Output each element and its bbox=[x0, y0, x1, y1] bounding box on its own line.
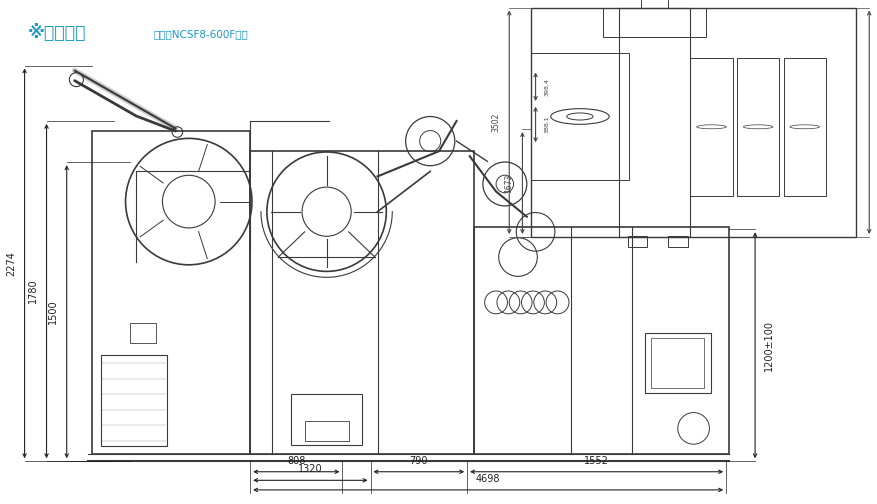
Bar bbox=[250, 151, 474, 454]
Bar bbox=[291, 394, 361, 445]
Bar bbox=[651, 338, 703, 388]
Text: 3502: 3502 bbox=[491, 112, 500, 132]
Text: 1673: 1673 bbox=[504, 173, 513, 193]
Text: 1500: 1500 bbox=[48, 299, 58, 324]
Text: 388.1: 388.1 bbox=[544, 116, 549, 134]
Bar bbox=[618, 8, 689, 237]
Bar bbox=[641, 0, 667, 8]
Bar bbox=[101, 355, 167, 446]
Bar bbox=[689, 58, 731, 196]
Text: 1200±100: 1200±100 bbox=[763, 320, 773, 371]
Text: 808: 808 bbox=[287, 456, 305, 466]
Bar bbox=[92, 131, 250, 454]
Bar bbox=[130, 323, 156, 343]
Text: 398.4: 398.4 bbox=[544, 78, 549, 96]
Text: 1780: 1780 bbox=[28, 279, 38, 303]
Bar bbox=[627, 236, 646, 247]
Bar bbox=[304, 421, 348, 441]
Bar bbox=[602, 8, 705, 37]
Text: 2274: 2274 bbox=[6, 251, 16, 276]
Bar bbox=[645, 333, 710, 393]
Bar bbox=[531, 53, 628, 179]
Bar bbox=[531, 8, 855, 237]
Bar bbox=[736, 58, 779, 196]
Text: 790: 790 bbox=[409, 456, 428, 466]
Bar bbox=[667, 236, 687, 247]
Text: 以常用NCSF8-600F展示: 以常用NCSF8-600F展示 bbox=[153, 29, 248, 39]
Text: 1552: 1552 bbox=[583, 456, 609, 466]
Bar bbox=[474, 227, 728, 454]
Bar bbox=[782, 58, 825, 196]
Text: 4698: 4698 bbox=[475, 474, 500, 484]
Text: 1320: 1320 bbox=[297, 464, 323, 474]
Text: ※外形尺寸: ※外形尺寸 bbox=[28, 24, 86, 42]
